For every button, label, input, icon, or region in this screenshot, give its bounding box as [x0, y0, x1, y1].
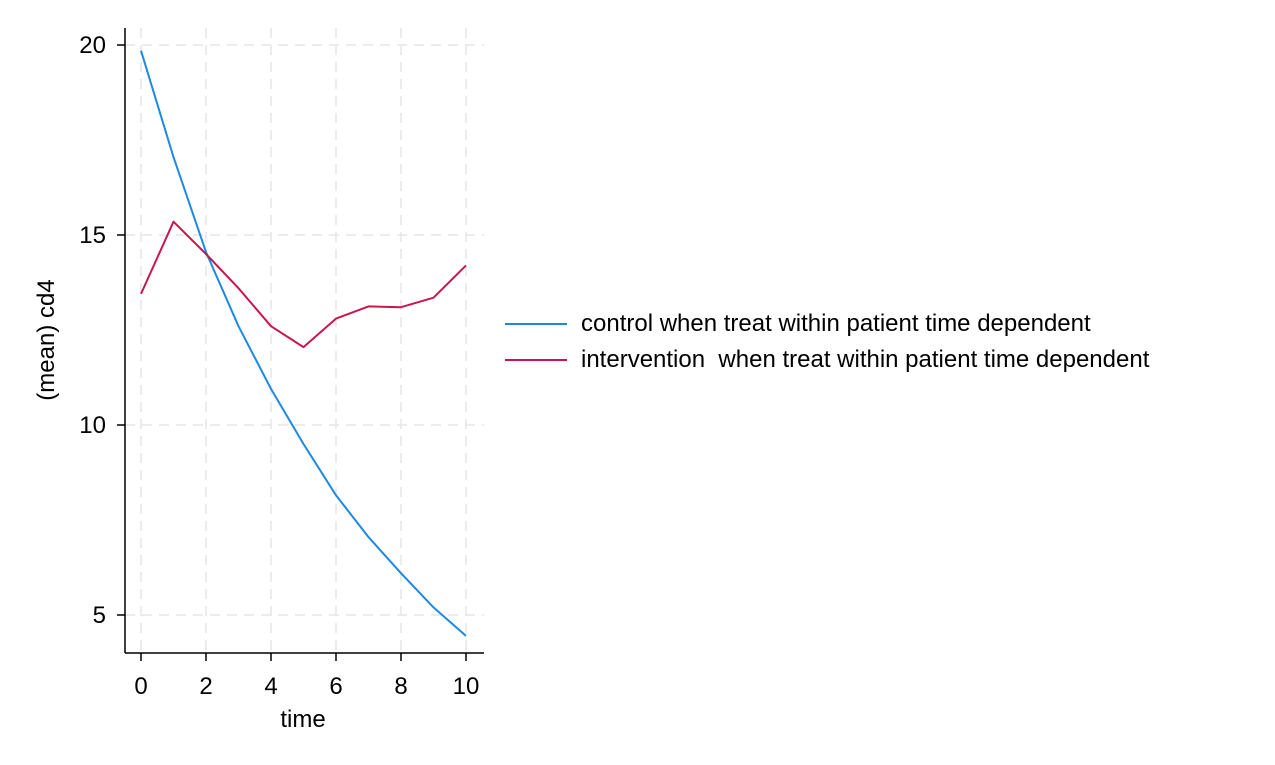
series-lines [140, 50, 467, 637]
legend-label-intervention: intervention when treat within patient t… [581, 346, 1150, 373]
legend-swatch-control [505, 323, 567, 325]
y-tick-label: 15 [79, 222, 106, 249]
legend-swatch-intervention [505, 359, 567, 361]
x-axis-title: time [280, 706, 325, 733]
x-tick-label: 2 [199, 673, 212, 700]
x-tick-label: 0 [134, 673, 147, 700]
series-line-1 [140, 220, 467, 349]
x-tick-label: 6 [329, 673, 342, 700]
x-tick-label: 4 [264, 673, 277, 700]
y-tick-label: 10 [79, 412, 106, 439]
y-tick-label: 5 [93, 602, 106, 629]
y-axis-title: (mean) cd4 [33, 279, 60, 400]
x-tick-label: 8 [394, 673, 407, 700]
axes: 0 2 4 6 8 10 5 10 15 20 [79, 28, 484, 700]
legend-item-control: control when treat within patient time d… [505, 306, 1149, 342]
legend: control when treat within patient time d… [505, 306, 1149, 378]
y-tick-label: 20 [79, 32, 106, 59]
series-line-0 [140, 50, 467, 637]
legend-item-intervention: intervention when treat within patient t… [505, 342, 1149, 378]
legend-label-control: control when treat within patient time d… [581, 310, 1091, 337]
gridlines [125, 28, 484, 653]
x-tick-label: 10 [453, 673, 480, 700]
